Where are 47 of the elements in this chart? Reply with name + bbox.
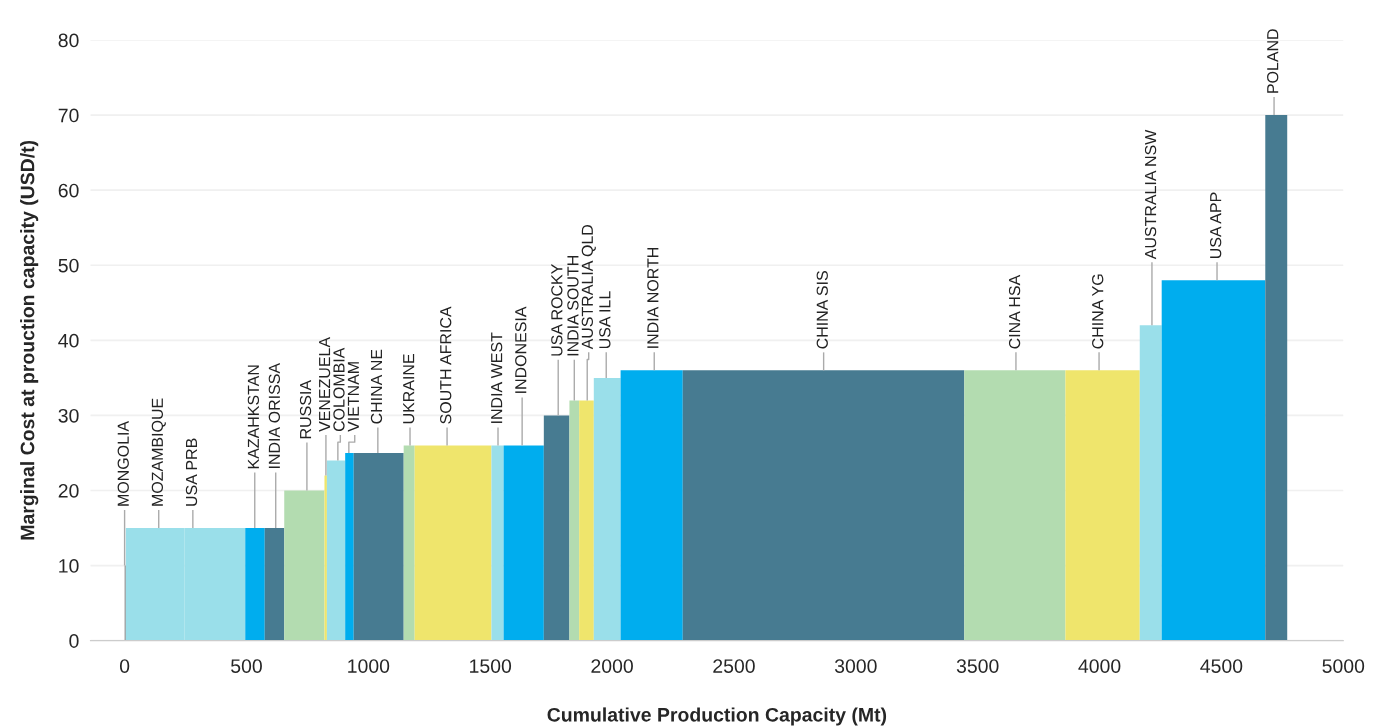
y-tick-label: 0 (69, 634, 79, 648)
annotation: INDIA NORTH (647, 247, 659, 348)
annotation: CHINA NE (370, 349, 383, 424)
annotation: MOZAMBIQUE (151, 398, 166, 506)
annotation: AUSTRALIA QLD (581, 224, 596, 350)
y-tick-label: 30 (58, 408, 79, 423)
y-tick-label: 50 (58, 258, 79, 273)
annotation: USA APP (1210, 192, 1222, 259)
y-tick-label: 60 (58, 183, 79, 198)
x-tick-label: 2500 (713, 659, 755, 673)
annotation: CINA HSA (1008, 274, 1021, 349)
y-tick-label: 70 (58, 108, 79, 123)
x-tick-label: 3500 (956, 659, 999, 673)
annotation: CHINA SIS (816, 271, 828, 349)
y-tick-label: 80 (58, 33, 79, 48)
x-tick-label: 0 (119, 659, 130, 673)
x-tick-label: 4000 (1078, 659, 1121, 673)
annotation: AUSTRALIA NSW (1144, 129, 1157, 260)
annotation: VIETNAM (347, 362, 359, 432)
y-tick-label: 40 (58, 333, 79, 348)
x-tick-label: 2000 (591, 659, 633, 673)
y-tick-label: 10 (59, 559, 79, 573)
annotation: MONGOLIA (117, 420, 129, 506)
x-axis-title: Cumulative Production Capacity (Mt) (547, 707, 887, 726)
annotation: INDIA WEST (490, 332, 503, 423)
annotation: COLOMBIA (333, 347, 345, 432)
annotation: CHINA YG (1092, 274, 1104, 349)
x-tick-label: 3000 (834, 659, 877, 673)
annotation: RUSSIA (299, 380, 312, 439)
annotation: POLAND (1267, 29, 1279, 93)
annotation: INDIA ORISSA (268, 362, 281, 468)
annotation: USA PRB (185, 438, 198, 506)
x-tick-label: 4500 (1200, 659, 1243, 673)
x-tick-label: 5000 (1322, 659, 1365, 673)
x-tick-label: 500 (231, 659, 262, 673)
x-tick-label: 1000 (348, 659, 390, 673)
y-tick-label: 20 (58, 483, 79, 498)
annotation: KAZAHKSTAN (247, 365, 260, 469)
x-tick-label: 1500 (470, 659, 512, 673)
annotation: USA ROCKY (551, 264, 563, 356)
annotation: INDONESIA (515, 306, 527, 393)
y-axis-title: Marginal Cost at prouction capacity (USD/t) (20, 140, 39, 540)
annotation: USA ILL (599, 291, 611, 349)
annotation: SOUTH AFRICA (440, 306, 452, 424)
annotation: UKRAINE (403, 354, 415, 424)
annotation: INDIA SOUTH (567, 256, 579, 356)
annotation: VENEZUELA (319, 336, 331, 432)
